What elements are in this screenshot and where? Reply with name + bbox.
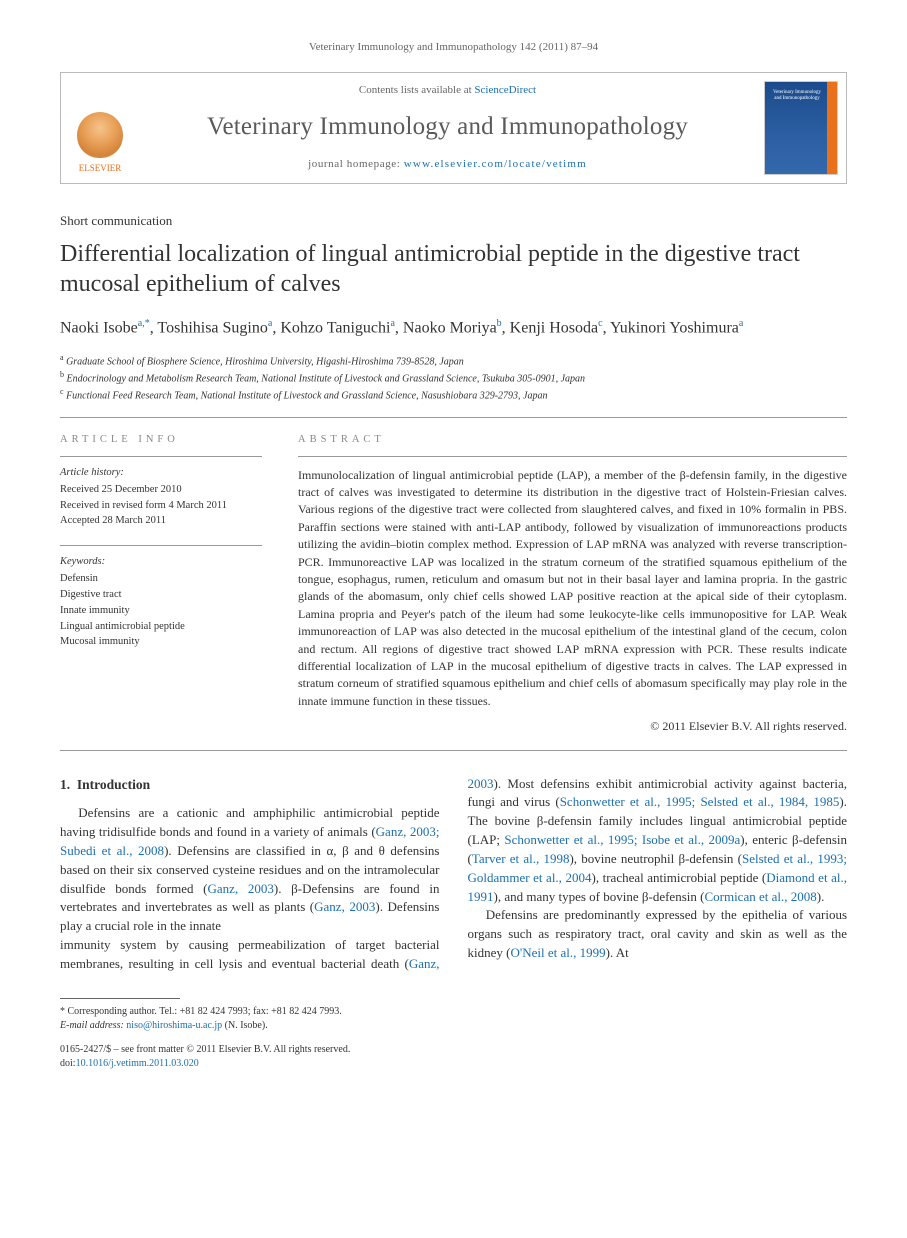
abstract-copyright: © 2011 Elsevier B.V. All rights reserved…: [298, 718, 847, 735]
abstract-text: Immunolocalization of lingual antimicrob…: [298, 467, 847, 710]
sciencedirect-link[interactable]: ScienceDirect: [474, 84, 536, 96]
journal-cover-thumb: Veterinary Immunology and Immunopatholog…: [764, 81, 838, 175]
corr-email-link[interactable]: niso@hiroshima-u.ac.jp: [126, 1020, 222, 1031]
keyword: Lingual antimicrobial peptide: [60, 619, 262, 635]
info-abstract-row: ARTICLE INFO Article history: Received 2…: [60, 418, 847, 735]
publisher-logo-block: ELSEVIER: [61, 73, 139, 183]
keyword: Mucosal immunity: [60, 634, 262, 650]
section-heading: 1. Introduction: [60, 775, 440, 795]
keywords-heading: Keywords:: [60, 554, 262, 569]
running-header: Veterinary Immunology and Immunopatholog…: [60, 40, 847, 56]
masthead-center: Contents lists available at ScienceDirec…: [139, 73, 756, 183]
affiliation-b: b Endocrinology and Metabolism Research …: [60, 369, 847, 386]
contents-prefix: Contents lists available at: [359, 84, 474, 96]
elsevier-logo: ELSEVIER: [77, 112, 123, 175]
journal-masthead: ELSEVIER Contents lists available at Sci…: [60, 72, 847, 184]
doi-line: doi:10.1016/j.vetimm.2011.03.020: [60, 1057, 350, 1072]
abstract-column: ABSTRACT Immunolocalization of lingual a…: [298, 418, 847, 735]
article-title: Differential localization of lingual ant…: [60, 239, 847, 299]
affiliations: a Graduate School of Biosphere Science, …: [60, 352, 847, 404]
affiliation-a: a Graduate School of Biosphere Science, …: [60, 352, 847, 369]
corr-email-line: E-mail address: niso@hiroshima-u.ac.jp (…: [60, 1019, 847, 1033]
history-heading: Article history:: [60, 465, 262, 480]
corresponding-author-footnote: * Corresponding author. Tel.: +81 82 424…: [60, 1005, 847, 1033]
article-info-column: ARTICLE INFO Article history: Received 2…: [60, 418, 270, 735]
cover-thumb-block: Veterinary Immunology and Immunopatholog…: [756, 73, 846, 183]
journal-title: Veterinary Immunology and Immunopatholog…: [143, 109, 752, 145]
article-type: Short communication: [60, 212, 847, 231]
article-history: Article history: Received 25 December 20…: [60, 465, 262, 529]
footer-meta: 0165-2427/$ – see front matter © 2011 El…: [60, 1043, 847, 1072]
homepage-link[interactable]: www.elsevier.com/locate/vetimm: [404, 158, 587, 170]
keyword: Innate immunity: [60, 603, 262, 619]
keyword: Digestive tract: [60, 587, 262, 603]
author-list: Naoki Isobea,*, Toshihisa Suginoa, Kohzo…: [60, 317, 847, 340]
keywords-block: Keywords: Defensin Digestive tract Innat…: [60, 554, 262, 650]
affiliation-c: c Functional Feed Research Team, Nationa…: [60, 386, 847, 403]
body-paragraph: Defensins are predominantly expressed by…: [468, 906, 848, 963]
footer-block: * Corresponding author. Tel.: +81 82 424…: [60, 998, 847, 1072]
article-info-label: ARTICLE INFO: [60, 432, 262, 447]
corr-author-line: * Corresponding author. Tel.: +81 82 424…: [60, 1005, 847, 1019]
publisher-name: ELSEVIER: [77, 162, 123, 175]
homepage-line: journal homepage: www.elsevier.com/locat…: [143, 157, 752, 173]
issn-line: 0165-2427/$ – see front matter © 2011 El…: [60, 1043, 350, 1058]
abstract-label: ABSTRACT: [298, 432, 847, 447]
homepage-prefix: journal homepage:: [308, 158, 404, 170]
cover-thumb-text: Veterinary Immunology and Immunopatholog…: [769, 90, 825, 102]
history-line: Accepted 28 March 2011: [60, 513, 262, 529]
elsevier-tree-icon: [77, 112, 123, 158]
body-columns: 1. Introduction Defensins are a cationic…: [60, 775, 847, 974]
doi-link[interactable]: 10.1016/j.vetimm.2011.03.020: [76, 1058, 199, 1069]
history-line: Received 25 December 2010: [60, 482, 262, 498]
body-paragraph: Defensins are a cationic and amphiphilic…: [60, 804, 440, 936]
contents-available-line: Contents lists available at ScienceDirec…: [143, 83, 752, 99]
history-line: Received in revised form 4 March 2011: [60, 498, 262, 514]
keyword: Defensin: [60, 571, 262, 587]
